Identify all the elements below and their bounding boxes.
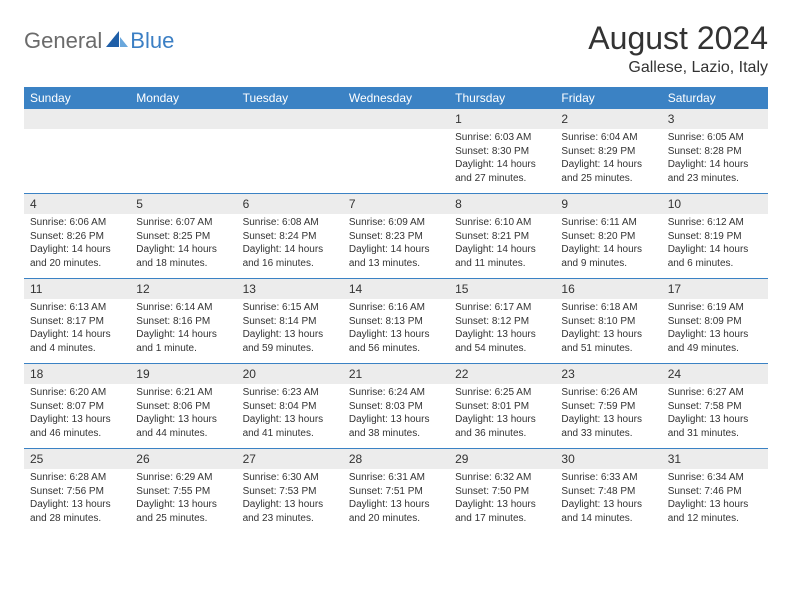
day-detail: Sunrise: 6:21 AMSunset: 8:06 PMDaylight:… <box>130 384 236 449</box>
day-number: 21 <box>343 364 449 385</box>
logo-text-general: General <box>24 28 102 54</box>
day-number-row: 1 2 3 <box>24 109 768 129</box>
day-number: 28 <box>343 449 449 470</box>
weekday-header: Saturday <box>662 87 768 109</box>
day-detail: Sunrise: 6:25 AMSunset: 8:01 PMDaylight:… <box>449 384 555 449</box>
title-block: August 2024 Gallese, Lazio, Italy <box>588 20 768 77</box>
day-detail: Sunrise: 6:17 AMSunset: 8:12 PMDaylight:… <box>449 299 555 364</box>
day-number: 7 <box>343 194 449 215</box>
day-number: 14 <box>343 279 449 300</box>
logo-text-blue: Blue <box>130 28 174 54</box>
day-detail: Sunrise: 6:30 AMSunset: 7:53 PMDaylight:… <box>237 469 343 533</box>
day-number: 29 <box>449 449 555 470</box>
weekday-header: Tuesday <box>237 87 343 109</box>
day-number-row: 4 5 6 7 8 9 10 <box>24 194 768 215</box>
day-detail: Sunrise: 6:19 AMSunset: 8:09 PMDaylight:… <box>662 299 768 364</box>
day-number-row: 18 19 20 21 22 23 24 <box>24 364 768 385</box>
day-detail: Sunrise: 6:31 AMSunset: 7:51 PMDaylight:… <box>343 469 449 533</box>
day-detail: Sunrise: 6:20 AMSunset: 8:07 PMDaylight:… <box>24 384 130 449</box>
logo: General Blue <box>24 20 174 54</box>
day-detail: Sunrise: 6:28 AMSunset: 7:56 PMDaylight:… <box>24 469 130 533</box>
day-number <box>130 109 236 129</box>
day-number: 3 <box>662 109 768 129</box>
day-detail: Sunrise: 6:24 AMSunset: 8:03 PMDaylight:… <box>343 384 449 449</box>
day-number: 9 <box>555 194 661 215</box>
day-detail <box>24 129 130 194</box>
day-number: 6 <box>237 194 343 215</box>
day-detail: Sunrise: 6:26 AMSunset: 7:59 PMDaylight:… <box>555 384 661 449</box>
calendar-body: 1 2 3 Sunrise: 6:03 AMSunset: 8:30 PMDay… <box>24 109 768 533</box>
day-detail: Sunrise: 6:10 AMSunset: 8:21 PMDaylight:… <box>449 214 555 279</box>
day-detail <box>237 129 343 194</box>
day-detail: Sunrise: 6:32 AMSunset: 7:50 PMDaylight:… <box>449 469 555 533</box>
day-detail: Sunrise: 6:08 AMSunset: 8:24 PMDaylight:… <box>237 214 343 279</box>
day-number: 31 <box>662 449 768 470</box>
day-detail <box>130 129 236 194</box>
page-header: General Blue August 2024 Gallese, Lazio,… <box>24 20 768 77</box>
day-number-row: 11 12 13 14 15 16 17 <box>24 279 768 300</box>
calendar-page: General Blue August 2024 Gallese, Lazio,… <box>0 0 792 543</box>
day-detail: Sunrise: 6:05 AMSunset: 8:28 PMDaylight:… <box>662 129 768 194</box>
day-number <box>24 109 130 129</box>
day-number: 10 <box>662 194 768 215</box>
weekday-header: Friday <box>555 87 661 109</box>
weekday-header: Monday <box>130 87 236 109</box>
day-detail: Sunrise: 6:06 AMSunset: 8:26 PMDaylight:… <box>24 214 130 279</box>
day-detail: Sunrise: 6:18 AMSunset: 8:10 PMDaylight:… <box>555 299 661 364</box>
day-number: 24 <box>662 364 768 385</box>
day-number: 1 <box>449 109 555 129</box>
day-detail: Sunrise: 6:12 AMSunset: 8:19 PMDaylight:… <box>662 214 768 279</box>
day-number: 4 <box>24 194 130 215</box>
logo-sail-icon <box>106 29 128 54</box>
day-detail: Sunrise: 6:14 AMSunset: 8:16 PMDaylight:… <box>130 299 236 364</box>
day-number: 15 <box>449 279 555 300</box>
day-detail: Sunrise: 6:16 AMSunset: 8:13 PMDaylight:… <box>343 299 449 364</box>
day-detail: Sunrise: 6:13 AMSunset: 8:17 PMDaylight:… <box>24 299 130 364</box>
day-detail-row: Sunrise: 6:03 AMSunset: 8:30 PMDaylight:… <box>24 129 768 194</box>
day-number: 23 <box>555 364 661 385</box>
day-number <box>237 109 343 129</box>
day-number: 2 <box>555 109 661 129</box>
day-detail-row: Sunrise: 6:20 AMSunset: 8:07 PMDaylight:… <box>24 384 768 449</box>
weekday-header-row: Sunday Monday Tuesday Wednesday Thursday… <box>24 87 768 109</box>
day-number: 18 <box>24 364 130 385</box>
day-detail: Sunrise: 6:34 AMSunset: 7:46 PMDaylight:… <box>662 469 768 533</box>
month-title: August 2024 <box>588 20 768 57</box>
calendar-table: Sunday Monday Tuesday Wednesday Thursday… <box>24 87 768 533</box>
day-number: 20 <box>237 364 343 385</box>
day-number: 17 <box>662 279 768 300</box>
weekday-header: Thursday <box>449 87 555 109</box>
weekday-header: Wednesday <box>343 87 449 109</box>
day-detail: Sunrise: 6:04 AMSunset: 8:29 PMDaylight:… <box>555 129 661 194</box>
day-detail: Sunrise: 6:27 AMSunset: 7:58 PMDaylight:… <box>662 384 768 449</box>
day-number: 22 <box>449 364 555 385</box>
location: Gallese, Lazio, Italy <box>588 59 768 77</box>
day-number: 11 <box>24 279 130 300</box>
day-number: 26 <box>130 449 236 470</box>
weekday-header: Sunday <box>24 87 130 109</box>
day-detail-row: Sunrise: 6:13 AMSunset: 8:17 PMDaylight:… <box>24 299 768 364</box>
day-number <box>343 109 449 129</box>
day-number: 5 <box>130 194 236 215</box>
day-detail: Sunrise: 6:03 AMSunset: 8:30 PMDaylight:… <box>449 129 555 194</box>
day-detail: Sunrise: 6:29 AMSunset: 7:55 PMDaylight:… <box>130 469 236 533</box>
day-number: 30 <box>555 449 661 470</box>
day-detail: Sunrise: 6:11 AMSunset: 8:20 PMDaylight:… <box>555 214 661 279</box>
day-number: 25 <box>24 449 130 470</box>
day-detail: Sunrise: 6:15 AMSunset: 8:14 PMDaylight:… <box>237 299 343 364</box>
day-detail: Sunrise: 6:07 AMSunset: 8:25 PMDaylight:… <box>130 214 236 279</box>
day-detail-row: Sunrise: 6:28 AMSunset: 7:56 PMDaylight:… <box>24 469 768 533</box>
day-number-row: 25 26 27 28 29 30 31 <box>24 449 768 470</box>
day-detail <box>343 129 449 194</box>
day-number: 27 <box>237 449 343 470</box>
day-number: 8 <box>449 194 555 215</box>
day-number: 12 <box>130 279 236 300</box>
day-number: 19 <box>130 364 236 385</box>
day-detail: Sunrise: 6:33 AMSunset: 7:48 PMDaylight:… <box>555 469 661 533</box>
day-number: 13 <box>237 279 343 300</box>
day-detail-row: Sunrise: 6:06 AMSunset: 8:26 PMDaylight:… <box>24 214 768 279</box>
day-number: 16 <box>555 279 661 300</box>
day-detail: Sunrise: 6:23 AMSunset: 8:04 PMDaylight:… <box>237 384 343 449</box>
day-detail: Sunrise: 6:09 AMSunset: 8:23 PMDaylight:… <box>343 214 449 279</box>
